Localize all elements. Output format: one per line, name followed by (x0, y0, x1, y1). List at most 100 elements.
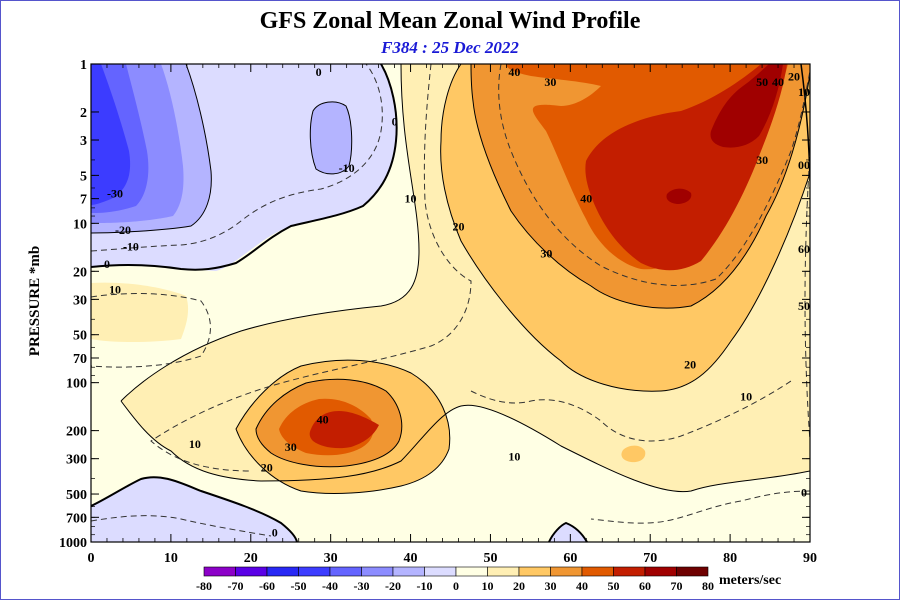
contour-value-label: 40 (317, 412, 329, 426)
band-60-70 (710, 64, 783, 148)
colorbar-level-label: -30 (354, 579, 370, 593)
y-tick-label: 1000 (59, 536, 87, 551)
solid-contour-7 (91, 64, 212, 234)
x-tick-label: 10 (164, 551, 178, 566)
colorbar-swatch (203, 566, 236, 577)
band-neg-40-50-north (91, 64, 131, 205)
contour-lines (91, 64, 810, 542)
colorbar-unit-label: meters/sec (719, 573, 781, 588)
colorbar-legend: -80 -70 -60 -50 -40 -30 -20 -10 0 10 20 30 40 50 60 70 8… (196, 566, 714, 593)
y-tick-label: 5 (80, 169, 87, 184)
contour-value-label: 30 (756, 153, 768, 167)
y-tick-label: 50 (73, 329, 87, 344)
colorbar-level-label: 20 (513, 579, 525, 593)
contour-value-label: 10 (189, 437, 201, 451)
contour-value-label: 10 (508, 449, 520, 463)
solid-contour-2 (120, 400, 810, 493)
band-neg-0-10-spot (549, 523, 587, 542)
contour-value-label: 20 (261, 460, 273, 474)
dashed-contour-8 (470, 380, 792, 442)
contour-value-label: 40 (508, 65, 520, 79)
contour-value-label: 40 (772, 75, 784, 89)
colorbar-level-label: -40 (322, 579, 338, 593)
zero-line-spot (548, 521, 588, 542)
contour-value-label: -10 (339, 161, 355, 175)
colorbar-level-label: 80 (702, 579, 714, 593)
colorbar-level-label: 30 (545, 579, 557, 593)
y-tick-label: 30 (73, 293, 87, 308)
colorbar-swatch (235, 566, 268, 577)
dashed-contour-7 (91, 515, 272, 537)
colorbar-level-label: 10 (482, 579, 494, 593)
band-50-60-south (309, 411, 379, 449)
colorbar-swatch (518, 566, 551, 577)
chart-title: GFS Zonal Mean Zonal Wind Profile (259, 8, 641, 34)
x-tick-label: 30 (324, 551, 338, 566)
colorbar-level-label: 70 (671, 579, 683, 593)
band-20-30-spot (621, 445, 646, 463)
contour-value-label: 00 (798, 158, 810, 172)
plot-border (90, 63, 811, 543)
band-10-20-west (91, 282, 189, 342)
y-tick-label: 300 (66, 453, 87, 468)
x-tick-label: 0 (88, 551, 95, 566)
contour-value-label: 10 (405, 192, 417, 206)
colorbar-level-label: -80 (196, 579, 212, 593)
y-tick-label: 7 (80, 193, 87, 208)
colorbar-swatch (487, 566, 520, 577)
zero-line-north (91, 64, 398, 271)
y-tick-label: 70 (73, 352, 87, 367)
contour-value-label: 0 (272, 525, 278, 539)
x-tick-label: 50 (483, 551, 497, 566)
x-tick-label: 60 (563, 551, 577, 566)
colorbar-swatch (266, 566, 299, 577)
colorbar-level-label: -20 (385, 579, 401, 593)
contour-value-label: 0 (104, 257, 110, 271)
dashed-contour-6 (804, 150, 810, 442)
colorbar-swatch (550, 566, 583, 577)
y-tick-label: 100 (66, 377, 87, 392)
band-60-70-spot (666, 188, 692, 204)
colorbar-swatch (298, 566, 331, 577)
contour-value-label: 0 (392, 115, 398, 129)
contour-value-label: 30 (540, 247, 552, 261)
solid-contour-8 (309, 101, 353, 175)
solid-contour-5 (235, 359, 451, 494)
y-tick-label: 2 (80, 106, 87, 121)
colorbar-level-label: 40 (576, 579, 588, 593)
contour-value-label: -30 (107, 187, 123, 201)
contour-value-label: 20 (788, 70, 800, 84)
contour-value-label: 50 (798, 299, 810, 313)
contour-value-label: 60 (798, 242, 810, 256)
y-tick-label: 1 (80, 58, 87, 73)
colorbar-level-label: -60 (259, 579, 275, 593)
contour-value-label: 0 (316, 65, 322, 79)
contour-value-label: 10 (740, 389, 752, 403)
colorbar-swatch (644, 566, 677, 577)
colorbar-swatch (424, 566, 457, 577)
colorbar-swatch (392, 566, 425, 577)
colorbar-swatch (455, 566, 488, 577)
contour-value-label: 30 (544, 75, 556, 89)
solid-contour-3 (440, 64, 810, 392)
contour-value-label: 40 (580, 192, 592, 206)
colorbar-swatch (676, 566, 709, 577)
dashed-contour-5 (590, 490, 810, 524)
colorbar-level-label: 0 (453, 579, 459, 593)
contour-value-label: -10 (123, 240, 139, 254)
zero-line-south (91, 476, 298, 542)
contour-value-label: 30 (285, 440, 297, 454)
colorbar-level-label: -70 (228, 579, 244, 593)
colorbar-level-label: -50 (291, 579, 307, 593)
y-tick-label: 500 (66, 488, 87, 503)
filled-contours (91, 64, 810, 542)
y-tick-label: 10 (73, 217, 87, 232)
y-axis-title: PRESSURE *mb (27, 246, 43, 356)
contour-value-label: -20 (115, 223, 131, 237)
colorbar-swatch (581, 566, 614, 577)
colorbar-level-label: 60 (639, 579, 651, 593)
colorbar-swatch (613, 566, 646, 577)
x-tick-label: 20 (244, 551, 258, 566)
x-axis: 0 10 20 30 40 50 60 70 80 90 (88, 64, 817, 566)
